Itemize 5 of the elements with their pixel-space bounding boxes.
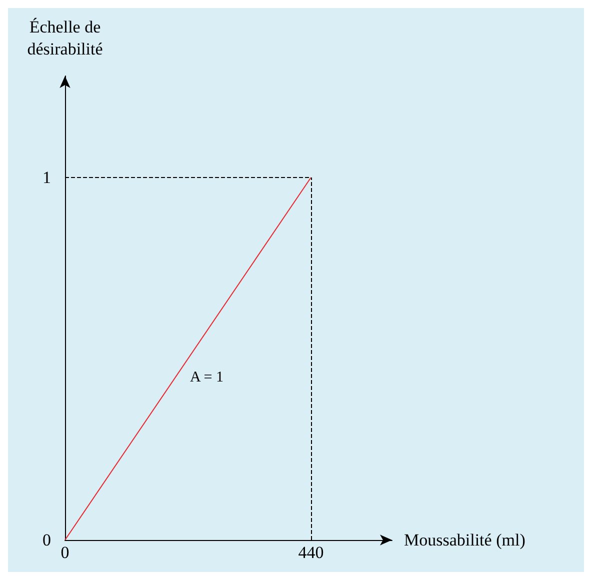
x-axis-title: Moussabilité (ml): [404, 530, 526, 550]
y-tick-label: 1: [42, 168, 51, 187]
annotation: A = 1: [190, 370, 224, 386]
y-axis-title: Échelle de désirabilité: [27, 18, 103, 58]
x-tick-label: 440: [298, 543, 324, 562]
